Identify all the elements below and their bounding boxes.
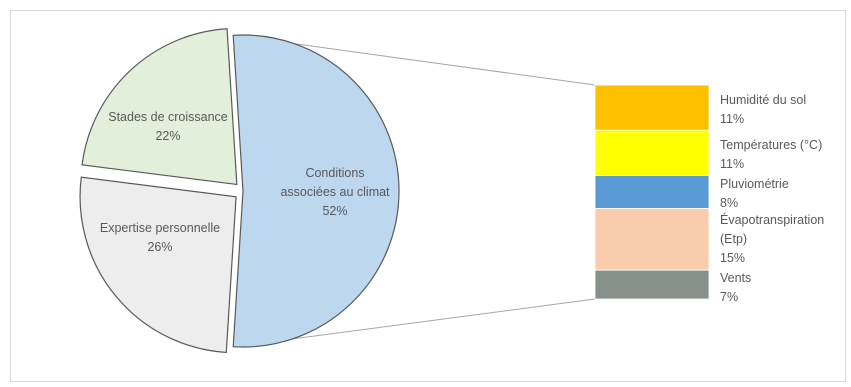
pie-slice-conditions-associees-au-climat: [232, 34, 400, 348]
bar-segment-evapotranspiration-etp: [594, 208, 710, 271]
pie-slice-expertise-personnelle: [79, 176, 237, 354]
pie-slice-value-label: 26%: [147, 240, 172, 254]
bar-segment-pluviometrie: [594, 175, 710, 209]
pie-slice-label: Expertise personnelle: [100, 221, 220, 235]
bar-segment-label: Pluviométrie: [720, 177, 789, 191]
pie-slice-value-label: 22%: [155, 129, 180, 143]
bar-segment-label: Évapotranspiration: [720, 212, 824, 227]
bar-segment-value-label: 15%: [720, 251, 745, 265]
pie-slice-label: Conditions: [305, 166, 364, 180]
pie-slice-label: associées au climat: [280, 185, 390, 199]
bar-segment-value-label: 7%: [720, 290, 738, 304]
bar-segment-vents: [594, 269, 710, 300]
bar-segment-value-label: 11%: [720, 157, 744, 171]
bar-segment-label: (Etp): [720, 232, 747, 246]
bar-segment-label: Vents: [720, 271, 751, 285]
bar-segment-label: Humidité du sol: [720, 93, 806, 107]
pie-slice-label: Stades de croissance: [108, 110, 228, 124]
pie-slice-stades-de-croissance: [81, 28, 238, 186]
bar-segment-label: Températures (°C): [720, 138, 822, 152]
pie-slice-value-label: 52%: [322, 204, 347, 218]
bar-segment-value-label: 11%: [720, 112, 744, 126]
bar-segment-temperatures-c: [594, 129, 710, 176]
bar-segment-value-label: 8%: [720, 196, 738, 210]
bar-segment-humidite-du-sol: [594, 84, 710, 131]
